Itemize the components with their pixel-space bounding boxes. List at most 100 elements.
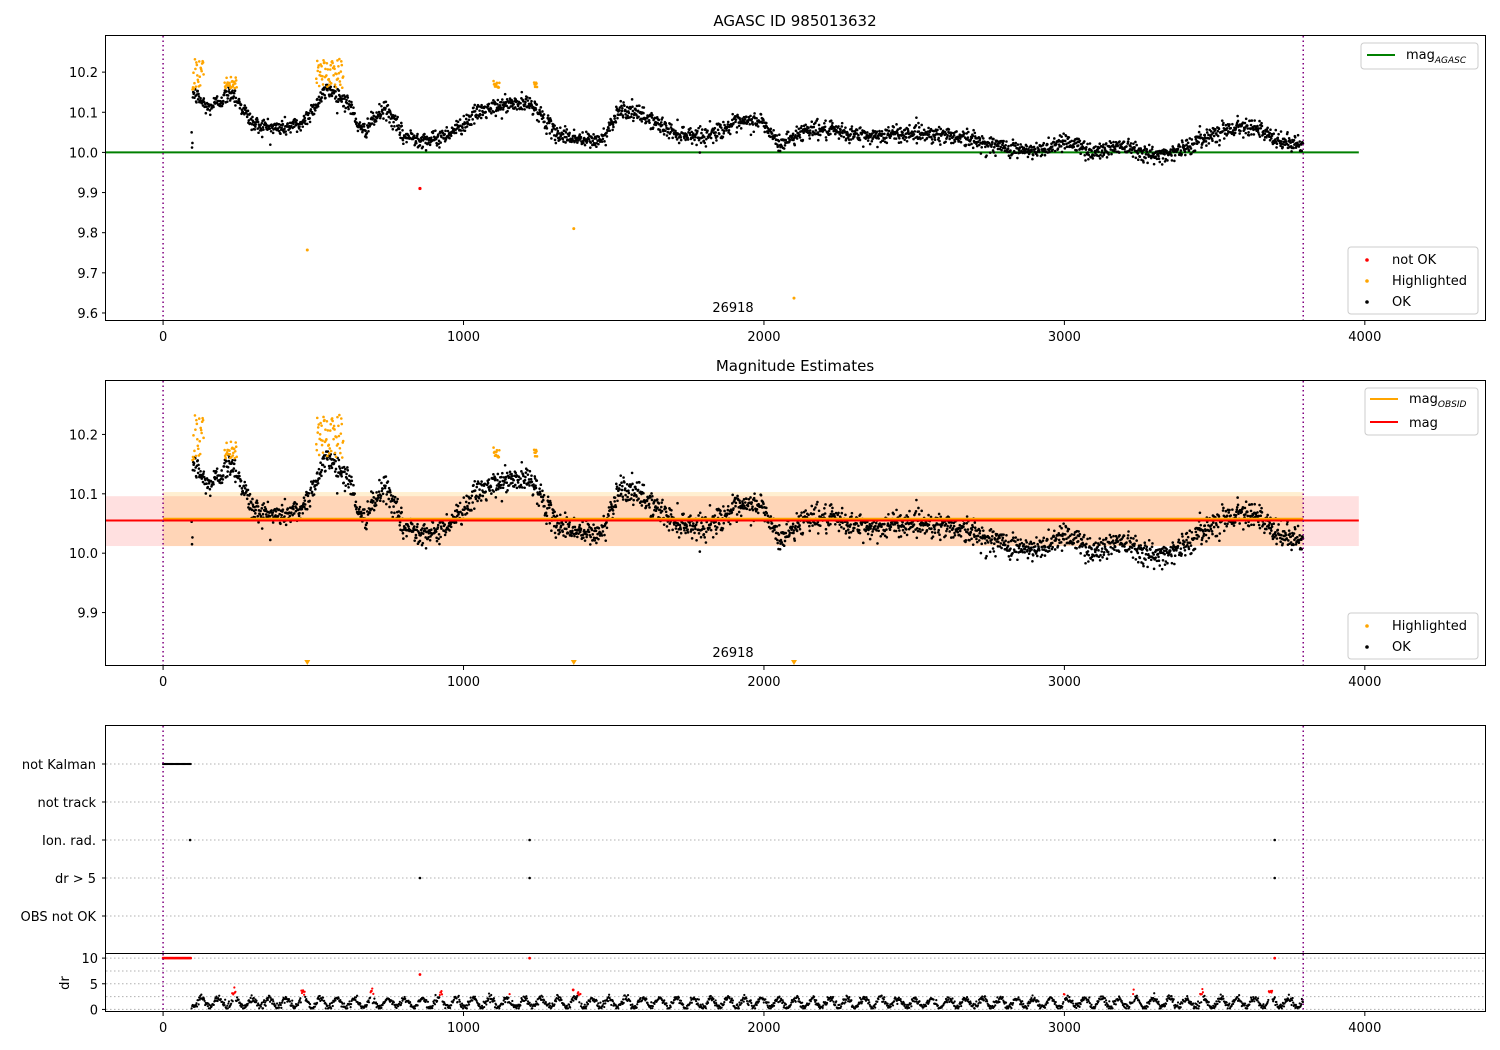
- ok-point: [851, 129, 855, 133]
- ok-point: [380, 489, 384, 493]
- ok-point: [226, 470, 230, 473]
- ok-point: [389, 111, 392, 114]
- ok-point: [1263, 138, 1266, 142]
- ok-point: [1209, 130, 1213, 133]
- ok-point: [437, 537, 440, 541]
- ok-point: [446, 129, 450, 133]
- ok-point: [384, 100, 388, 104]
- ok-point: [991, 149, 995, 152]
- ok-point: [1236, 119, 1240, 123]
- ok-point: [868, 142, 872, 146]
- ok-point: [816, 131, 820, 134]
- ok-point: [1216, 129, 1220, 133]
- ok-point: [1151, 145, 1154, 149]
- ok-point: [670, 508, 673, 512]
- ok-point: [1033, 147, 1037, 151]
- ok-point: [583, 539, 587, 542]
- ok-point: [871, 530, 874, 533]
- ok-point: [997, 144, 1000, 148]
- ok-point: [605, 526, 609, 530]
- ok-point: [919, 523, 923, 527]
- ok-point: [440, 129, 444, 133]
- ok-point: [423, 522, 426, 526]
- ok-point: [215, 467, 219, 470]
- ok-point: [634, 487, 638, 491]
- highlighted-point: [234, 79, 238, 82]
- ok-point: [1270, 134, 1274, 137]
- ok-point: [470, 509, 473, 512]
- ok-point: [462, 496, 466, 499]
- ok-point: [1248, 119, 1252, 123]
- ok-point: [519, 477, 522, 480]
- highlighted-point: [497, 86, 501, 89]
- ok-point: [998, 536, 1001, 540]
- ok-point: [642, 483, 646, 487]
- ok-point: [651, 513, 655, 517]
- ok-point: [244, 106, 248, 110]
- ok-point: [1233, 131, 1237, 135]
- ok-point: [271, 521, 275, 524]
- ok-point: [535, 103, 539, 106]
- ok-point: [496, 98, 500, 102]
- ok-point: [1268, 131, 1271, 135]
- ok-point: [227, 459, 231, 463]
- ok-point: [846, 136, 850, 139]
- ok-point: [193, 96, 196, 100]
- ok-point: [966, 528, 970, 531]
- ok-point: [899, 141, 903, 144]
- ok-point: [649, 114, 652, 118]
- ok-point: [1063, 147, 1067, 150]
- ok-point: [347, 485, 350, 489]
- ok-point: [1183, 150, 1187, 153]
- ok-point: [631, 105, 634, 109]
- ok-point: [776, 145, 779, 149]
- ok-point: [484, 110, 487, 114]
- ok-point: [464, 500, 468, 504]
- ok-point: [490, 112, 493, 115]
- ok-point: [582, 141, 585, 145]
- highlighted-point: [336, 59, 339, 62]
- ok-point: [397, 515, 401, 518]
- ok-point: [191, 536, 194, 539]
- ok-point: [594, 137, 598, 140]
- ok-point: [510, 472, 513, 476]
- ok-point: [1112, 140, 1115, 144]
- ok-point: [985, 154, 988, 157]
- ok-point: [769, 515, 773, 518]
- ok-point: [829, 512, 833, 516]
- ok-point: [753, 112, 756, 115]
- ok-point: [501, 108, 505, 111]
- ok-point: [990, 538, 994, 541]
- ok-point: [697, 126, 700, 130]
- ok-point: [558, 530, 562, 534]
- ok-point: [1053, 149, 1057, 153]
- ok-point: [674, 129, 677, 133]
- ok-point: [503, 104, 507, 108]
- ok-point: [1198, 125, 1202, 128]
- ok-point: [1202, 139, 1206, 142]
- ok-point: [196, 459, 200, 462]
- ok-point: [425, 527, 429, 530]
- ok-point: [723, 509, 726, 513]
- ok-point: [295, 119, 298, 122]
- ok-point: [812, 512, 816, 516]
- ok-point: [1243, 128, 1246, 131]
- ok-point: [850, 515, 853, 518]
- ok-point: [840, 125, 844, 128]
- highlighted-point: [315, 81, 319, 85]
- ok-point: [904, 528, 908, 531]
- ok-point: [857, 524, 860, 528]
- ok-point: [782, 147, 786, 150]
- y-tick-label: 9.6: [77, 307, 98, 322]
- ok-point: [1257, 133, 1261, 136]
- ok-point: [887, 129, 891, 133]
- ok-point: [989, 528, 993, 531]
- ok-point: [541, 116, 545, 120]
- ok-point: [937, 528, 941, 532]
- ok-point: [1274, 140, 1278, 143]
- ok-point: [587, 530, 591, 534]
- ok-point: [1247, 131, 1250, 134]
- ok-point: [590, 528, 594, 532]
- ok-point: [1060, 135, 1063, 139]
- ok-point: [630, 471, 634, 475]
